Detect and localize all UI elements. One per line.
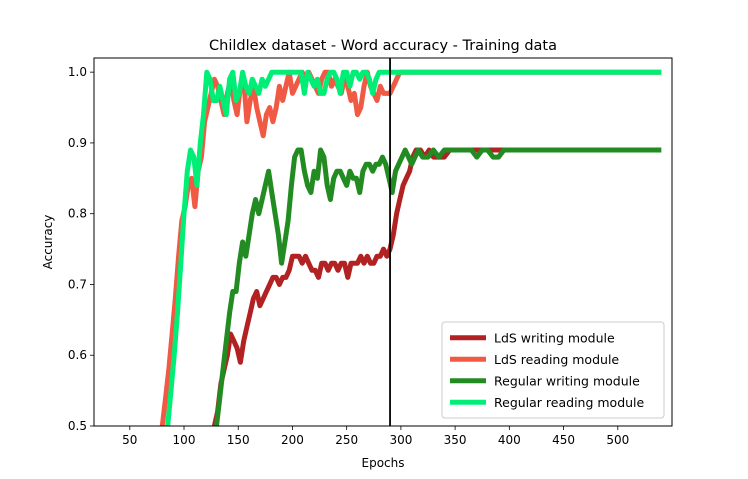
x-axis-label: Epochs (362, 456, 405, 470)
x-tick-label: 150 (227, 433, 250, 447)
x-tick-label: 50 (122, 433, 137, 447)
series-layer (159, 69, 662, 426)
x-tick-label: 500 (606, 433, 629, 447)
y-axis-ticks: 0.5 0.6 0.7 0.8 0.9 1.0 (68, 65, 94, 433)
series-line-3 (214, 147, 662, 426)
legend-label: Regular reading module (494, 395, 645, 410)
y-tick-label: 0.9 (68, 136, 87, 150)
legend-label: LdS writing module (494, 330, 615, 345)
legend-box (441, 321, 665, 419)
y-tick-label: 1.0 (68, 65, 87, 79)
x-tick-label: 450 (552, 433, 575, 447)
plot-frame (93, 57, 673, 427)
y-tick-label: 0.7 (68, 277, 87, 291)
legend-label: LdS reading module (494, 352, 619, 367)
legend-label: Regular writing module (494, 373, 640, 388)
chart-title: Childlex dataset - Word accuracy - Train… (209, 38, 557, 54)
series-line-1 (211, 147, 662, 426)
x-axis-ticks: 50 100 150 200 250 300 350 400 450 500 (122, 426, 629, 447)
x-tick-label: 400 (498, 433, 521, 447)
x-tick-label: 100 (173, 433, 196, 447)
y-tick-label: 0.8 (68, 207, 87, 221)
x-tick-label: 300 (389, 433, 412, 447)
x-tick-label: 250 (335, 433, 358, 447)
x-tick-label: 350 (444, 433, 467, 447)
y-axis-label: Accuracy (41, 215, 55, 270)
y-tick-label: 0.6 (68, 348, 87, 362)
series-line-2 (159, 69, 662, 426)
y-tick-label: 0.5 (68, 419, 87, 433)
legend: LdS writing module LdS reading module Regu… (441, 321, 665, 419)
series-line-4 (165, 69, 662, 426)
x-tick-label: 200 (281, 433, 304, 447)
